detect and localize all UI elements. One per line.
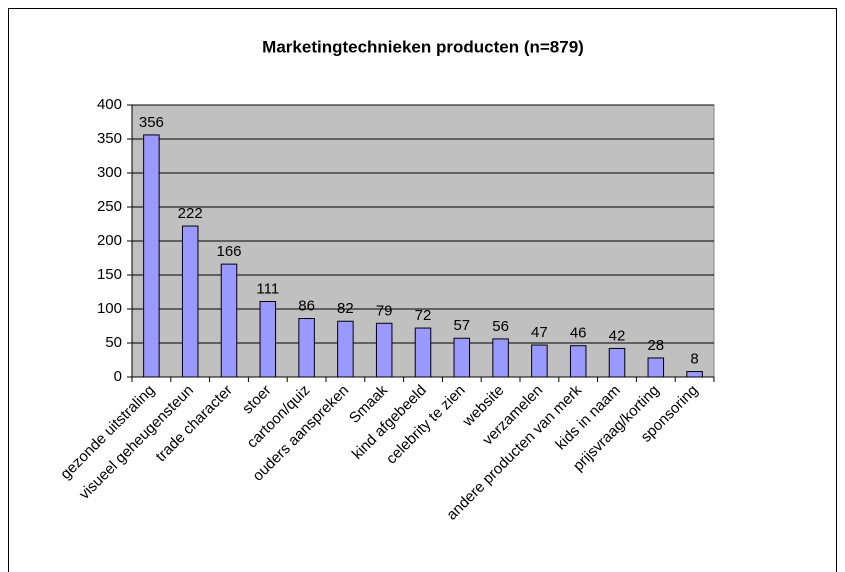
data-label: 79 — [376, 302, 393, 319]
y-tick-label: 200 — [97, 232, 122, 249]
data-label: 72 — [415, 307, 432, 324]
data-label: 82 — [337, 300, 354, 317]
bar — [686, 371, 703, 378]
data-label: 86 — [298, 298, 315, 315]
bar — [259, 301, 277, 378]
y-tick-label: 50 — [105, 334, 122, 351]
chart-title: Marketingtechnieken producten (n=879) — [262, 37, 584, 56]
data-label: 222 — [178, 205, 203, 222]
y-tick-label: 250 — [97, 198, 122, 215]
bar — [375, 322, 393, 378]
data-label: 46 — [570, 325, 587, 342]
data-label: 111 — [256, 281, 279, 298]
bar — [414, 327, 432, 378]
bar — [569, 345, 587, 378]
bar — [531, 344, 548, 378]
y-tick-label: 350 — [97, 130, 122, 147]
data-label: 42 — [609, 327, 626, 344]
bar — [298, 318, 315, 378]
bar — [181, 225, 199, 378]
data-label: 28 — [647, 337, 664, 354]
bar — [647, 357, 665, 378]
data-label: 356 — [139, 114, 164, 131]
bar — [492, 338, 509, 378]
bar — [608, 347, 626, 378]
y-tick-label: 150 — [97, 266, 122, 283]
y-tick-label: 400 — [97, 96, 122, 113]
data-label: 166 — [216, 243, 241, 260]
data-label: 8 — [690, 351, 698, 368]
y-tick-label: 100 — [97, 300, 122, 317]
bar — [453, 337, 471, 378]
bar — [143, 134, 160, 378]
y-tick-label: 300 — [97, 164, 122, 181]
data-label: 57 — [453, 317, 470, 334]
y-tick-label: 0 — [114, 368, 122, 385]
data-label: 56 — [492, 318, 509, 335]
bar — [220, 263, 238, 378]
data-label: 47 — [531, 324, 548, 341]
bar — [337, 320, 354, 378]
